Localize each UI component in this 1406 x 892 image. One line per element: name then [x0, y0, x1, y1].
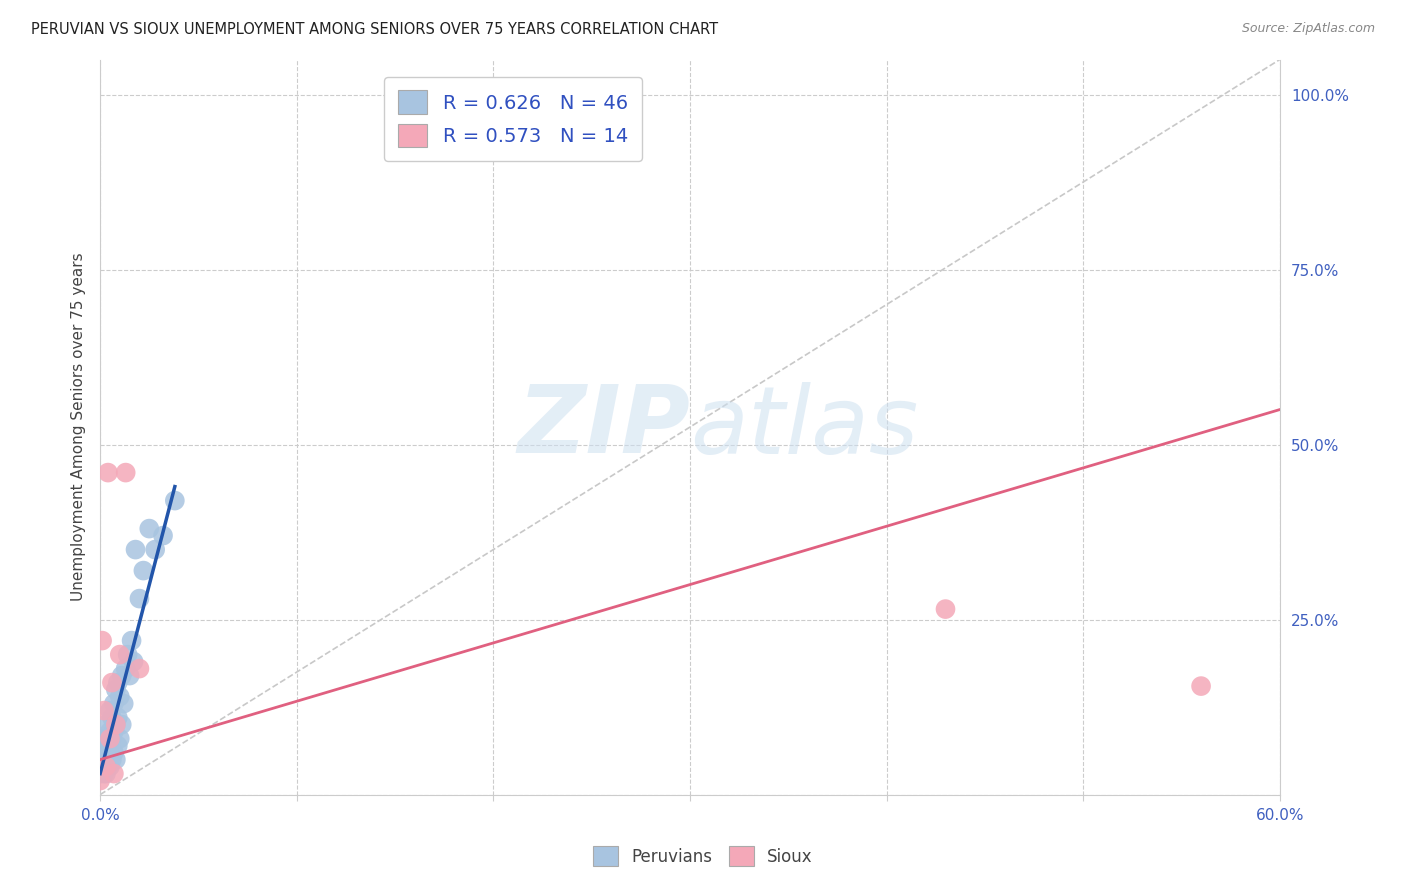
Point	[107, 739, 129, 753]
Point	[89, 766, 111, 780]
Point	[89, 773, 111, 788]
Point	[103, 746, 125, 760]
Point	[111, 668, 134, 682]
Point	[91, 759, 114, 773]
Point	[122, 655, 145, 669]
Point	[934, 602, 956, 616]
Point	[103, 697, 125, 711]
Point	[98, 731, 121, 746]
Point	[97, 759, 120, 773]
Point	[114, 662, 136, 676]
Point	[93, 766, 115, 780]
Point	[101, 710, 124, 724]
Point	[98, 704, 121, 718]
Point	[163, 493, 186, 508]
Point	[1189, 679, 1212, 693]
Text: atlas: atlas	[690, 382, 918, 473]
Point	[108, 731, 131, 746]
Point	[124, 542, 146, 557]
Point	[91, 746, 114, 760]
Point	[152, 528, 174, 542]
Point	[107, 710, 129, 724]
Text: PERUVIAN VS SIOUX UNEMPLOYMENT AMONG SENIORS OVER 75 YEARS CORRELATION CHART: PERUVIAN VS SIOUX UNEMPLOYMENT AMONG SEN…	[31, 22, 718, 37]
Point	[138, 522, 160, 536]
Point	[104, 717, 127, 731]
Point	[104, 753, 127, 767]
Point	[128, 662, 150, 676]
Point	[94, 739, 117, 753]
Text: ZIP: ZIP	[517, 381, 690, 473]
Point	[128, 591, 150, 606]
Point	[94, 759, 117, 773]
Point	[93, 731, 115, 746]
Point	[91, 633, 114, 648]
Legend: Peruvians, Sioux: Peruvians, Sioux	[585, 838, 821, 875]
Point	[103, 724, 125, 739]
Point	[104, 682, 127, 697]
Point	[114, 466, 136, 480]
Point	[108, 690, 131, 704]
Point	[97, 731, 120, 746]
Point	[111, 717, 134, 731]
Point	[132, 564, 155, 578]
Y-axis label: Unemployment Among Seniors over 75 years: Unemployment Among Seniors over 75 years	[72, 252, 86, 601]
Point	[112, 697, 135, 711]
Point	[121, 633, 143, 648]
Point	[97, 746, 120, 760]
Point	[98, 724, 121, 739]
Point	[103, 766, 125, 780]
Point	[104, 717, 127, 731]
Point	[108, 648, 131, 662]
Point	[101, 731, 124, 746]
Legend: R = 0.626   N = 46, R = 0.573   N = 14: R = 0.626 N = 46, R = 0.573 N = 14	[384, 77, 641, 161]
Point	[94, 766, 117, 780]
Point	[101, 675, 124, 690]
Point	[94, 753, 117, 767]
Point	[93, 704, 115, 718]
Point	[118, 668, 141, 682]
Point	[98, 739, 121, 753]
Text: Source: ZipAtlas.com: Source: ZipAtlas.com	[1241, 22, 1375, 36]
Point	[97, 466, 120, 480]
Point	[107, 675, 129, 690]
Point	[98, 759, 121, 773]
Point	[94, 717, 117, 731]
Point	[143, 542, 166, 557]
Point	[93, 753, 115, 767]
Point	[117, 648, 139, 662]
Point	[101, 753, 124, 767]
